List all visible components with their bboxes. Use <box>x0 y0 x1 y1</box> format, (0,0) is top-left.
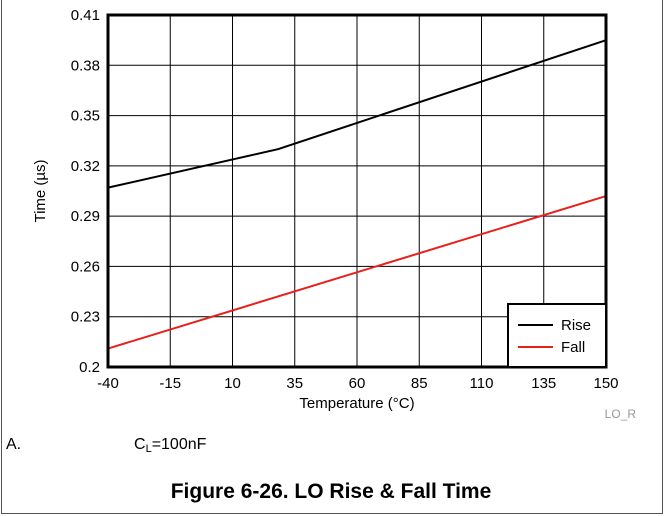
series-line-rise <box>107 39 607 189</box>
x-tick-label: 85 <box>411 375 428 392</box>
y-tick-label: 0.38 <box>71 57 100 74</box>
legend-box <box>507 303 607 368</box>
y-tick-label: 0.2 <box>79 359 100 376</box>
condition-subscript: L <box>145 443 152 455</box>
y-tick-label: 0.23 <box>71 309 100 326</box>
y-tick-label: 0.41 <box>71 7 100 24</box>
y-tick-label: 0.29 <box>71 208 100 225</box>
x-axis-label: Temperature (°C) <box>299 395 414 412</box>
legend-label: Fall <box>561 339 585 356</box>
x-tick-label: 35 <box>286 375 303 392</box>
series-line-fall <box>107 195 607 350</box>
x-tick-label: 10 <box>224 375 241 392</box>
y-axis-label: Time (µs) <box>32 159 49 222</box>
x-tick-label: 150 <box>593 375 618 392</box>
x-tick-label: 110 <box>470 375 494 392</box>
figure-caption: Figure 6-26. LO Rise & Fall Time <box>170 480 492 503</box>
y-tick-label: 0.35 <box>71 108 100 125</box>
y-tick-label: 0.32 <box>71 158 100 175</box>
y-tick-label: 0.26 <box>71 258 100 275</box>
x-tick-label: 60 <box>349 375 366 392</box>
x-tick-label: -40 <box>97 375 119 392</box>
condition-value: =100nF <box>151 436 207 453</box>
condition-symbol: C <box>134 436 146 453</box>
legend: Rise Fall <box>507 303 607 368</box>
legend-label: Rise <box>561 317 591 334</box>
note-letter: A. <box>6 436 22 453</box>
plot-border <box>106 13 608 369</box>
chart: 0.2 0.23 0.26 0.29 0.32 0.35 0.38 0.41 -40 -15 10 3… <box>32 7 637 421</box>
x-tick-label: 135 <box>531 375 556 392</box>
figure-id-label: LO_R <box>605 407 637 421</box>
x-tick-label: -15 <box>159 375 181 392</box>
note-condition: CL=100nF <box>134 436 206 455</box>
